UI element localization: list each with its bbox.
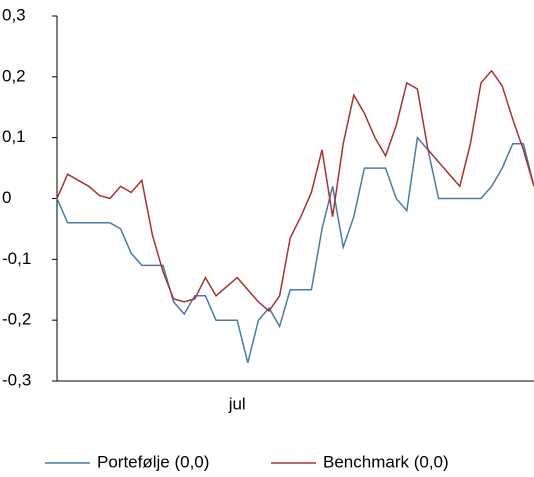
y-tick-label: 0,1 bbox=[2, 127, 26, 146]
legend-label: Benchmark (0,0) bbox=[323, 452, 449, 471]
legend-label: Portefølje (0,0) bbox=[97, 452, 209, 471]
y-tick-label: 0,2 bbox=[2, 66, 26, 85]
x-tick-label: jul bbox=[228, 394, 246, 413]
y-tick-label: -0,2 bbox=[2, 310, 31, 329]
series-line bbox=[56, 135, 534, 363]
y-tick-label: 0,3 bbox=[2, 5, 26, 24]
series-line bbox=[56, 69, 534, 313]
y-tick-label: -0,3 bbox=[2, 370, 31, 389]
y-tick-label: 0 bbox=[2, 188, 11, 207]
y-tick-label: -0,1 bbox=[2, 249, 31, 268]
